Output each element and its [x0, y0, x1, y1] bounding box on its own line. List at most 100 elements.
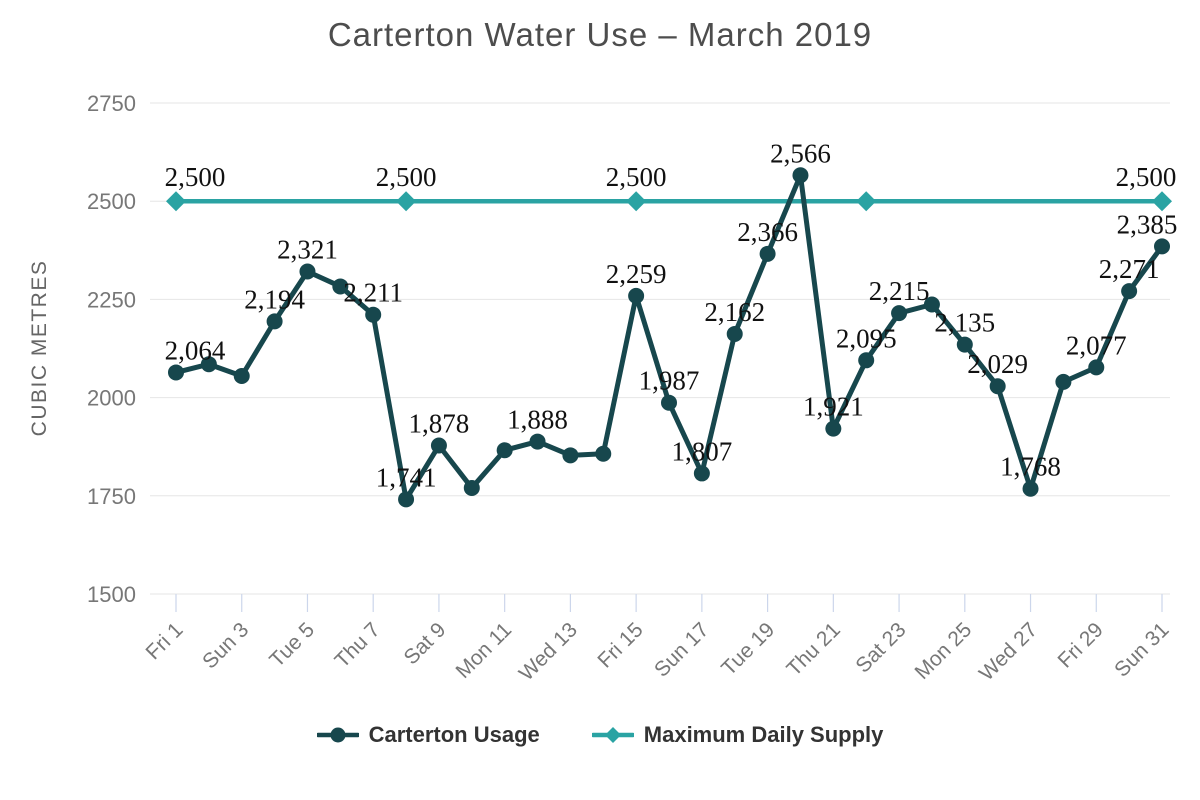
- usage-point-marker[interactable]: [529, 433, 546, 450]
- usage-data-label: 2,366: [737, 217, 798, 247]
- y-tick-label: 1750: [87, 484, 136, 509]
- usage-point-marker[interactable]: [365, 306, 382, 323]
- usage-point-marker[interactable]: [792, 167, 809, 184]
- usage-point-marker[interactable]: [661, 394, 678, 411]
- usage-point-marker[interactable]: [496, 442, 513, 459]
- supply-data-label: 2,500: [376, 162, 437, 192]
- line-circle-marker-icon: [316, 727, 359, 743]
- y-axis-title: CUBIC METRES: [28, 260, 51, 437]
- legend-item-max-daily-supply[interactable]: Maximum Daily Supply: [591, 722, 884, 748]
- usage-data-label: 2,162: [704, 297, 765, 327]
- usage-data-label: 1,768: [1000, 452, 1061, 482]
- usage-data-label: 2,029: [967, 349, 1028, 379]
- x-tick-label: Mon 11: [452, 618, 517, 683]
- y-tick-label: 2250: [87, 287, 136, 312]
- usage-point-marker[interactable]: [726, 325, 743, 342]
- usage-data-label: 2,135: [934, 308, 995, 338]
- usage-point-marker[interactable]: [858, 352, 875, 369]
- usage-data-label: 2,194: [244, 284, 305, 314]
- usage-data-label: 2,077: [1066, 330, 1127, 360]
- usage-point-marker[interactable]: [1022, 480, 1039, 497]
- usage-data-label: 2,271: [1099, 254, 1160, 284]
- usage-data-label: 1,921: [803, 392, 864, 422]
- x-axis-ticks: [175, 594, 1163, 612]
- legend-label-max-daily-supply: Maximum Daily Supply: [643, 722, 884, 747]
- supply-point-marker[interactable]: [1152, 191, 1173, 212]
- usage-data-label: 2,064: [165, 335, 226, 365]
- supply-point-marker[interactable]: [856, 191, 877, 212]
- legend-item-carterton-usage[interactable]: Carterton Usage: [316, 722, 540, 748]
- line-diamond-marker-icon: [591, 727, 634, 743]
- supply-point-marker[interactable]: [626, 191, 647, 212]
- x-tick-label: Wed 27: [975, 618, 1042, 685]
- y-axis-labels: 1500 1750 2000 2250 2500 2750: [87, 91, 136, 607]
- usage-point-marker[interactable]: [299, 263, 316, 280]
- x-tick-label: Fri 15: [593, 618, 647, 672]
- usage-point-marker[interactable]: [266, 313, 283, 330]
- y-tick-label: 1500: [87, 582, 136, 607]
- usage-data-label: 1,987: [639, 366, 700, 396]
- x-tick-label: Tue 19: [717, 618, 779, 680]
- y-tick-label: 2000: [87, 386, 136, 411]
- x-tick-label: Wed 13: [515, 618, 582, 685]
- usage-data-label: 2,215: [869, 276, 930, 306]
- x-tick-label: Sat 23: [851, 618, 910, 677]
- usage-point-marker[interactable]: [562, 447, 579, 464]
- usage-point-marker[interactable]: [923, 296, 940, 313]
- y-tick-label: 2500: [87, 189, 136, 214]
- usage-data-label: 2,321: [277, 235, 338, 265]
- usage-point-marker[interactable]: [891, 305, 908, 322]
- x-tick-label: Thu 21: [782, 618, 845, 681]
- x-tick-label: Thu 7: [330, 618, 384, 672]
- x-tick-label: Mon 25: [911, 618, 977, 684]
- usage-point-marker[interactable]: [463, 479, 480, 496]
- usage-point-marker[interactable]: [693, 465, 710, 482]
- x-tick-label: Sun 31: [1110, 618, 1173, 681]
- x-tick-label: Sun 17: [650, 618, 713, 681]
- x-tick-label: Sat 9: [400, 618, 451, 669]
- supply-point-marker[interactable]: [396, 191, 417, 212]
- supply-data-label: 2,500: [606, 162, 667, 192]
- usage-point-marker[interactable]: [1121, 283, 1138, 300]
- usage-point-marker[interactable]: [398, 491, 415, 508]
- chart-title: Carterton Water Use – March 2019: [327, 16, 873, 53]
- x-tick-label: Fri 1: [142, 618, 188, 664]
- usage-data-label: 1,741: [376, 462, 437, 492]
- usage-point-marker[interactable]: [759, 245, 776, 262]
- legend-label-carterton-usage: Carterton Usage: [368, 722, 540, 747]
- supply-data-label: 2,500: [165, 162, 226, 192]
- usage-point-marker[interactable]: [1088, 359, 1105, 376]
- supply-point-marker[interactable]: [166, 191, 186, 212]
- usage-data-label: 1,888: [507, 405, 568, 435]
- usage-point-marker[interactable]: [595, 445, 612, 462]
- usage-data-label: 2,566: [770, 138, 831, 168]
- usage-point-marker[interactable]: [430, 437, 447, 454]
- usage-data-label: 2,211: [343, 278, 403, 308]
- usage-point-marker[interactable]: [628, 287, 645, 304]
- usage-data-label: 1,878: [409, 409, 470, 439]
- usage-point-marker[interactable]: [989, 378, 1006, 395]
- usage-point-marker[interactable]: [233, 367, 250, 384]
- gridlines: [150, 102, 1170, 595]
- usage-data-label: 2,095: [836, 323, 897, 353]
- usage-point-marker[interactable]: [200, 356, 217, 373]
- supply-data-label: 2,500: [1116, 162, 1177, 192]
- usage-data-label: 2,259: [606, 259, 667, 289]
- usage-point-marker[interactable]: [332, 278, 349, 295]
- usage-point-marker[interactable]: [168, 364, 184, 381]
- usage-point-marker[interactable]: [825, 420, 842, 437]
- usage-point-marker[interactable]: [956, 336, 973, 353]
- series-max-daily-supply: 2,500 2,500 2,500 2,500: [165, 162, 1177, 212]
- usage-data-label: 1,807: [671, 436, 732, 466]
- x-tick-label: Tue 5: [265, 618, 319, 672]
- usage-data-label: 2,385: [1117, 209, 1178, 239]
- y-tick-label: 2750: [87, 91, 136, 116]
- x-tick-label: Fri 29: [1054, 618, 1108, 672]
- usage-point-marker[interactable]: [1154, 238, 1171, 255]
- usage-point-marker[interactable]: [1055, 373, 1072, 390]
- x-tick-label: Sun 3: [198, 618, 253, 673]
